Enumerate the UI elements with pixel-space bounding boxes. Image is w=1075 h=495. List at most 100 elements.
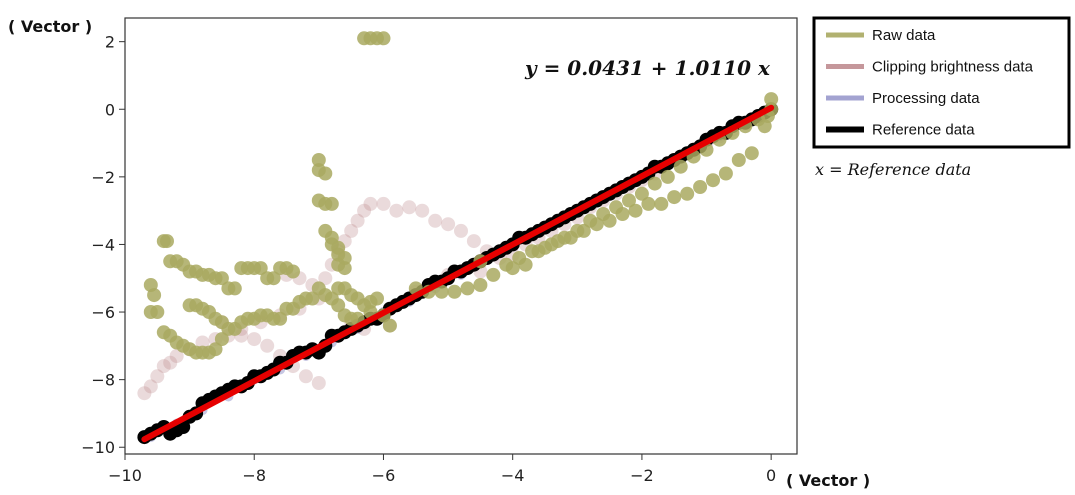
legend-label-raw-data: Raw data: [872, 27, 936, 44]
point-raw-data: [622, 193, 636, 208]
y-tick-label: −10: [81, 438, 115, 457]
point-clipping-brightness-data: [311, 376, 326, 390]
y-tick-label: −6: [91, 303, 115, 322]
point-raw-data: [311, 153, 326, 167]
point-raw-data: [447, 284, 462, 299]
point-clipping-brightness-data: [389, 203, 404, 218]
legend: Raw data Clipping brightness data Processi…: [812, 16, 1071, 149]
fit-line: [141, 104, 775, 443]
legend-label-processing-data: Processing data: [872, 90, 980, 107]
point-raw-data: [214, 332, 229, 347]
point-raw-data: [505, 261, 520, 276]
x-tick-label: −10: [108, 466, 142, 485]
point-raw-data: [628, 203, 643, 218]
point-raw-data: [764, 92, 779, 107]
point-raw-data: [150, 305, 165, 319]
point-raw-data: [273, 311, 288, 326]
point-clipping-brightness-data: [363, 196, 378, 211]
point-clipping-brightness-data: [350, 213, 365, 228]
y-axis: 2 0 −2 −4 −6 −8 −10: [81, 33, 125, 457]
point-raw-data: [634, 186, 649, 201]
point-clipping-brightness-data: [441, 217, 456, 232]
point-clipping-brightness-data: [402, 200, 417, 215]
x-definition-note: x = Reference data: [815, 160, 971, 179]
point-clipping-brightness-data: [318, 271, 333, 286]
point-raw-data: [570, 223, 585, 238]
y-axis-unit: ( Vector ): [8, 17, 92, 36]
point-clipping-brightness-data: [260, 338, 275, 353]
point-raw-data: [473, 278, 488, 292]
y-tick-label: −8: [91, 371, 115, 390]
point-clipping-brightness-data: [150, 369, 165, 384]
point-raw-data: [486, 267, 501, 282]
point-raw-data: [227, 281, 242, 296]
point-clipping-brightness-data: [163, 355, 178, 370]
point-raw-data: [531, 244, 546, 259]
marks-layer: [137, 31, 779, 445]
point-raw-data: [647, 176, 662, 191]
point-raw-data: [305, 291, 320, 306]
point-clipping-brightness-data: [169, 349, 184, 363]
x-tick-label: −8: [242, 466, 266, 485]
point-clipping-brightness-data: [428, 213, 443, 228]
point-raw-data: [286, 264, 300, 279]
point-raw-data: [693, 180, 708, 194]
point-raw-data: [370, 291, 384, 306]
point-clipping-brightness-data: [466, 234, 481, 249]
point-raw-data: [253, 261, 268, 276]
legend-label-clipping-brightness-data: Clipping brightness data: [872, 59, 1034, 76]
point-raw-data: [744, 146, 759, 161]
point-raw-data: [214, 271, 229, 286]
point-clipping-brightness-data: [195, 335, 210, 350]
y-tick-label: −2: [91, 168, 115, 187]
point-raw-data: [460, 281, 475, 296]
point-raw-data: [583, 213, 598, 228]
point-raw-data: [609, 200, 624, 215]
y-tick-label: 0: [105, 100, 115, 119]
point-raw-data: [706, 173, 720, 188]
point-clipping-brightness-data: [344, 223, 359, 238]
point-raw-data: [266, 271, 281, 286]
point-raw-data: [731, 153, 746, 167]
legend-box: [812, 16, 1071, 149]
point-raw-data: [680, 186, 695, 201]
point-clipping-brightness-data: [298, 369, 313, 384]
point-raw-data: [337, 261, 352, 276]
point-clipping-brightness-data: [415, 203, 430, 218]
point-raw-data: [544, 237, 559, 252]
point-clipping-brightness-data: [454, 223, 468, 238]
x-axis: −10 −8 −6 −4 −2 0: [108, 454, 776, 485]
point-clipping-brightness-data: [137, 386, 152, 401]
point-raw-data: [434, 284, 449, 299]
x-tick-label: −4: [501, 466, 525, 485]
point-clipping-brightness-data: [143, 379, 158, 394]
y-tick-label: 2: [105, 33, 115, 52]
point-clipping-brightness-data: [357, 203, 372, 218]
point-raw-data: [667, 190, 682, 205]
x-tick-label: 0: [766, 466, 776, 485]
point-raw-data: [318, 166, 333, 181]
x-tick-label: −2: [630, 466, 654, 485]
point-raw-data: [382, 318, 397, 333]
point-raw-data: [718, 166, 733, 181]
point-raw-data: [596, 207, 611, 221]
x-tick-label: −6: [372, 466, 396, 485]
point-raw-data: [208, 342, 223, 357]
point-raw-data: [376, 31, 391, 46]
point-raw-data: [654, 196, 669, 211]
y-tick-label: −4: [91, 235, 115, 254]
point-raw-data: [641, 196, 656, 211]
plot-frame: [124, 17, 798, 455]
point-raw-data: [673, 159, 688, 174]
legend-label-reference-data: Reference data: [872, 122, 975, 139]
point-raw-data: [324, 196, 339, 211]
point-clipping-brightness-data: [156, 359, 171, 374]
point-raw-data: [557, 230, 572, 245]
point-clipping-brightness-data: [247, 332, 262, 347]
point-raw-data: [160, 234, 174, 249]
point-raw-data: [331, 298, 346, 313]
point-clipping-brightness-data: [376, 196, 391, 211]
fit-equation: y = 0.0431 + 1.0110 x: [524, 56, 771, 80]
x-axis-unit: ( Vector ): [786, 471, 870, 490]
